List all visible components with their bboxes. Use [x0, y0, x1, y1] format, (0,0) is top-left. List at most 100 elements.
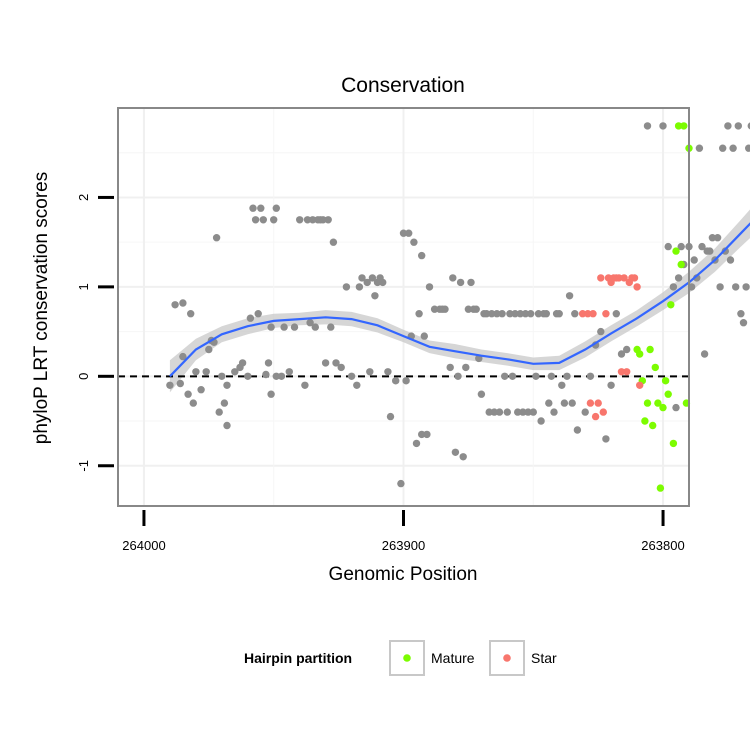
data-point-other — [716, 283, 724, 291]
data-point-other — [386, 412, 395, 421]
data-point-other — [303, 216, 312, 224]
data-point-other — [212, 234, 221, 242]
data-point-other — [392, 377, 400, 385]
data-point-other — [623, 345, 631, 354]
data-point-other — [353, 381, 361, 389]
data-point-other — [337, 363, 345, 372]
data-point-other — [420, 332, 428, 340]
data-point-other — [397, 479, 405, 488]
data-point-other — [272, 372, 280, 380]
data-point-other — [267, 390, 275, 398]
legend-label-mature: Mature — [431, 650, 475, 666]
data-point-other — [534, 310, 543, 318]
data-point-other — [547, 372, 556, 380]
smooth-trend-line — [169, 222, 750, 378]
data-point-other — [482, 310, 491, 318]
data-point-other — [545, 399, 553, 407]
data-point-other — [270, 216, 278, 224]
data-point-other — [412, 439, 421, 448]
data-point-other — [745, 144, 750, 152]
data-point-mature — [661, 377, 670, 385]
data-point-other — [272, 204, 280, 212]
data-point-star — [615, 274, 623, 282]
chart-title: Conservation — [341, 74, 465, 97]
data-point-other — [726, 256, 735, 264]
y-tick-label: -1 — [76, 460, 91, 472]
data-point-other — [187, 310, 195, 318]
data-point-other — [485, 408, 493, 416]
data-point-other — [277, 372, 286, 380]
data-point-other — [532, 372, 540, 380]
legend: Hairpin partition Mature Star — [244, 640, 557, 676]
data-point-other — [285, 368, 293, 376]
data-point-other — [747, 122, 750, 130]
data-point-other — [415, 310, 423, 318]
x-tick-label: 263800 — [641, 538, 684, 553]
data-point-other — [249, 204, 257, 212]
data-point-other — [490, 408, 498, 416]
data-point-star — [591, 412, 600, 421]
data-point-other — [586, 372, 595, 380]
data-point-other — [734, 122, 742, 130]
legend-label-star: Star — [531, 650, 557, 666]
data-point-other — [290, 323, 299, 331]
data-point-other — [418, 430, 426, 439]
data-point-other — [215, 408, 223, 416]
smooth-confidence-ribbon — [169, 209, 750, 393]
data-point-other — [223, 381, 231, 389]
data-point-star — [636, 381, 644, 389]
data-point-star — [584, 310, 592, 318]
data-point-other — [430, 305, 439, 313]
data-point-other — [296, 216, 304, 224]
data-point-other — [706, 247, 714, 255]
data-point-other — [319, 216, 327, 224]
data-point-other — [503, 408, 511, 416]
data-point-other — [516, 310, 524, 318]
data-point-other — [371, 292, 379, 300]
data-point-mature — [659, 403, 667, 412]
x-tick-label: 264000 — [122, 538, 165, 553]
data-point-other — [607, 381, 615, 389]
data-point-other — [719, 144, 727, 152]
data-point-other — [399, 229, 408, 237]
data-point-other — [597, 327, 605, 336]
data-point-other — [321, 359, 330, 367]
data-point-other — [264, 359, 273, 367]
data-point-other — [571, 310, 579, 318]
x-tick-label: 263900 — [382, 538, 425, 553]
data-point-other — [192, 368, 200, 376]
data-point-other — [184, 390, 192, 398]
data-point-other — [690, 256, 698, 264]
data-points — [166, 122, 750, 492]
data-point-mature — [677, 260, 685, 269]
data-point-other — [332, 359, 340, 367]
data-point-other — [280, 323, 288, 331]
data-point-other — [329, 238, 338, 246]
data-point-other — [301, 381, 309, 389]
data-point-other — [267, 323, 275, 331]
data-point-other — [493, 310, 501, 318]
legend-star-point — [503, 654, 511, 662]
data-point-other — [324, 216, 332, 224]
data-point-mature — [646, 345, 654, 354]
data-point-other — [197, 386, 205, 394]
data-point-other — [425, 283, 434, 291]
data-point-mature — [643, 399, 652, 407]
data-point-other — [742, 283, 750, 291]
data-point-mature — [656, 484, 665, 492]
data-point-other — [166, 381, 174, 389]
data-point-other — [732, 283, 740, 291]
data-point-star — [586, 399, 595, 407]
data-point-other — [446, 363, 454, 372]
data-point-other — [643, 122, 652, 130]
data-point-other — [205, 345, 213, 354]
data-point-other — [698, 242, 706, 251]
data-point-other — [602, 435, 610, 443]
data-point-mature — [649, 421, 657, 430]
data-point-other — [560, 399, 569, 407]
data-point-other — [449, 274, 457, 282]
data-point-other — [467, 278, 475, 287]
data-point-other — [327, 323, 335, 331]
data-point-mature — [667, 301, 675, 309]
data-point-other — [244, 372, 252, 380]
